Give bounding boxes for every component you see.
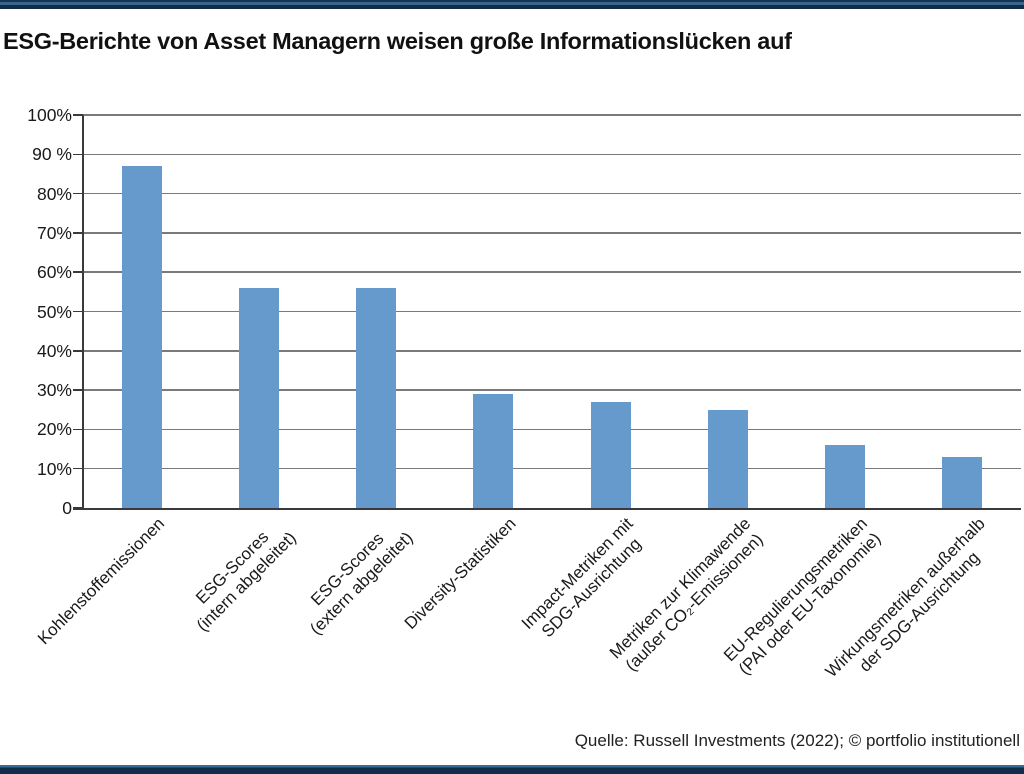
gridline (83, 232, 1021, 234)
y-axis-tick-label: 80% (36, 183, 72, 204)
gridline (83, 114, 1021, 116)
y-axis-tick-label: 90 % (32, 144, 72, 165)
x-category-label: ESG-Scores (extern abgeleitet) (306, 528, 417, 639)
bottom-border-band (0, 765, 1024, 774)
bar (473, 394, 514, 508)
y-axis-tick-label: 10% (36, 458, 72, 479)
gridline (83, 271, 1021, 273)
gridline (83, 467, 1021, 470)
y-axis-tick (73, 350, 83, 352)
gridline (83, 153, 1021, 156)
bar (825, 445, 866, 508)
gridline (83, 350, 1021, 352)
gridline (83, 389, 1021, 391)
y-axis-tick-label: 20% (36, 419, 72, 440)
y-axis-tick-label: 40% (36, 340, 72, 361)
y-axis-tick-label: 0 (62, 498, 72, 518)
chart-title: ESG-Berichte von Asset Managern weisen g… (3, 28, 792, 54)
bar (942, 456, 983, 508)
bar (238, 287, 279, 508)
y-axis-tick-label: 70% (36, 222, 72, 243)
gridline (83, 428, 1021, 431)
y-axis-tick-label: 50% (36, 301, 72, 322)
x-category-label: Kohlenstoffemissionen (33, 514, 169, 649)
x-axis-baseline (73, 507, 1021, 510)
y-axis-tick (73, 467, 83, 470)
top-border-band (0, 0, 1024, 9)
bar (121, 166, 162, 508)
y-axis-tick-label: 100% (27, 105, 72, 125)
x-category-label: ESG-Scores (intern abgeleitet) (191, 527, 300, 636)
y-axis-tick (73, 428, 83, 431)
y-axis-line (82, 115, 84, 509)
y-axis-tick (73, 310, 83, 313)
y-axis-tick (73, 192, 83, 195)
y-axis-tick (73, 153, 83, 156)
y-axis-tick-label: 30% (36, 380, 72, 401)
x-category-label: Diversity-Statistiken (400, 514, 520, 633)
y-axis-tick (73, 271, 83, 273)
y-axis-tick (73, 114, 83, 116)
source-caption: Quelle: Russell Investments (2022); © po… (574, 731, 1020, 750)
bar (707, 409, 748, 508)
bar (590, 401, 631, 508)
y-axis-tick (73, 232, 83, 234)
gridline (83, 192, 1021, 195)
gridline (83, 310, 1021, 313)
y-axis-tick-label: 60% (36, 262, 72, 283)
y-axis-tick (73, 389, 83, 391)
bar (356, 287, 397, 508)
